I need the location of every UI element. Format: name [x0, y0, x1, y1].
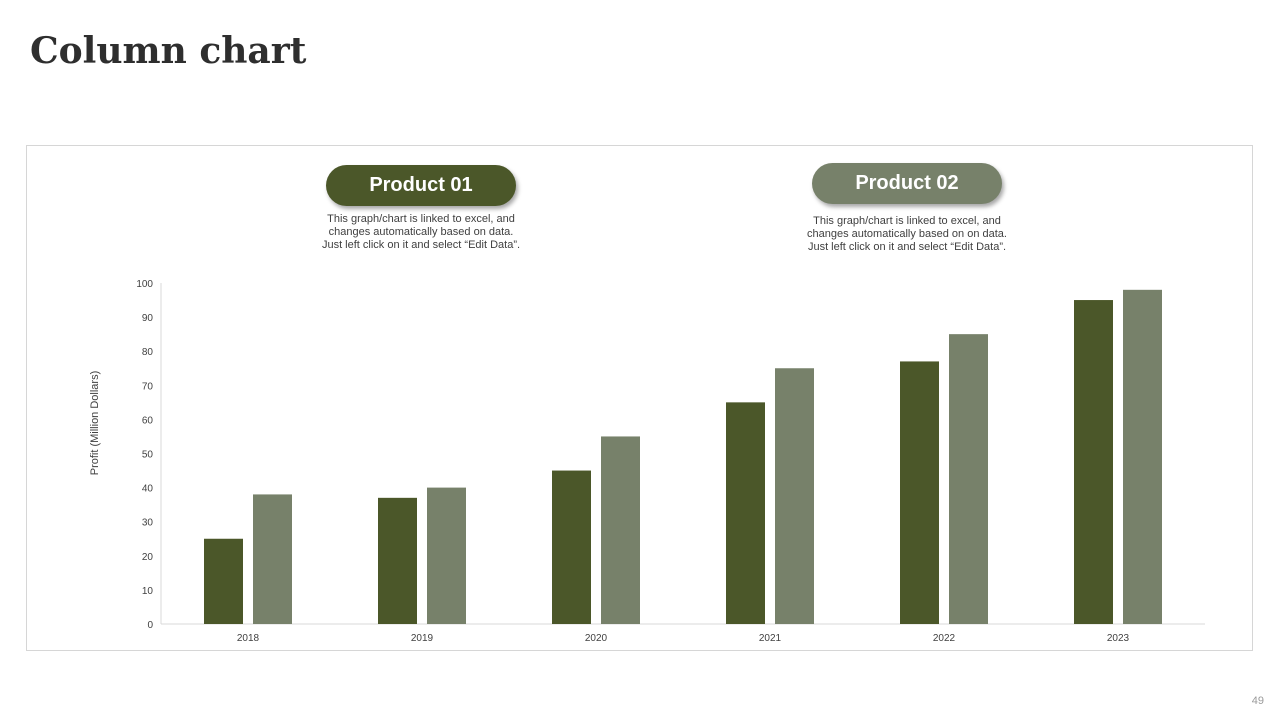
bar-product-01-2023 [1074, 300, 1113, 624]
product-01-note: This graph/chart is linked to excel, and… [321, 213, 521, 251]
y-tick-label: 20 [142, 552, 154, 563]
y-tick-label: 50 [142, 450, 154, 461]
x-tick-label: 2021 [759, 633, 782, 644]
y-tick-label: 0 [147, 620, 153, 631]
slide-title: Column chart [30, 30, 307, 72]
product-02-label: Product 02 [812, 163, 1002, 204]
y-tick-label: 90 [142, 313, 154, 324]
bar-product-01-2020 [552, 470, 591, 624]
x-tick-label: 2019 [411, 633, 434, 644]
product-01-label: Product 01 [326, 165, 516, 206]
bar-product-02-2020 [601, 436, 640, 624]
y-tick-label: 40 [142, 484, 154, 495]
y-tick-label: 80 [142, 347, 154, 358]
product-02-note: This graph/chart is linked to excel, and… [807, 215, 1007, 253]
x-tick-label: 2022 [933, 633, 956, 644]
bar-product-02-2022 [949, 334, 988, 624]
bar-product-01-2021 [726, 402, 765, 624]
bar-product-02-2019 [427, 487, 466, 624]
bar-product-02-2023 [1123, 289, 1162, 624]
bar-product-01-2018 [204, 538, 243, 624]
y-tick-label: 70 [142, 381, 154, 392]
x-tick-label: 2018 [237, 633, 260, 644]
page-number: 49 [1251, 695, 1264, 707]
y-tick-label: 10 [142, 586, 154, 597]
bar-product-01-2022 [900, 361, 939, 624]
y-axis-title: Profit (Million Dollars) [89, 371, 101, 476]
y-tick-label: 100 [136, 279, 153, 290]
bar-product-02-2018 [253, 494, 292, 624]
y-tick-label: 30 [142, 518, 154, 529]
bar-product-02-2021 [775, 368, 814, 624]
x-tick-label: 2023 [1107, 633, 1130, 644]
x-tick-label: 2020 [585, 633, 608, 644]
y-tick-label: 60 [142, 415, 154, 426]
bar-product-01-2019 [378, 497, 417, 624]
